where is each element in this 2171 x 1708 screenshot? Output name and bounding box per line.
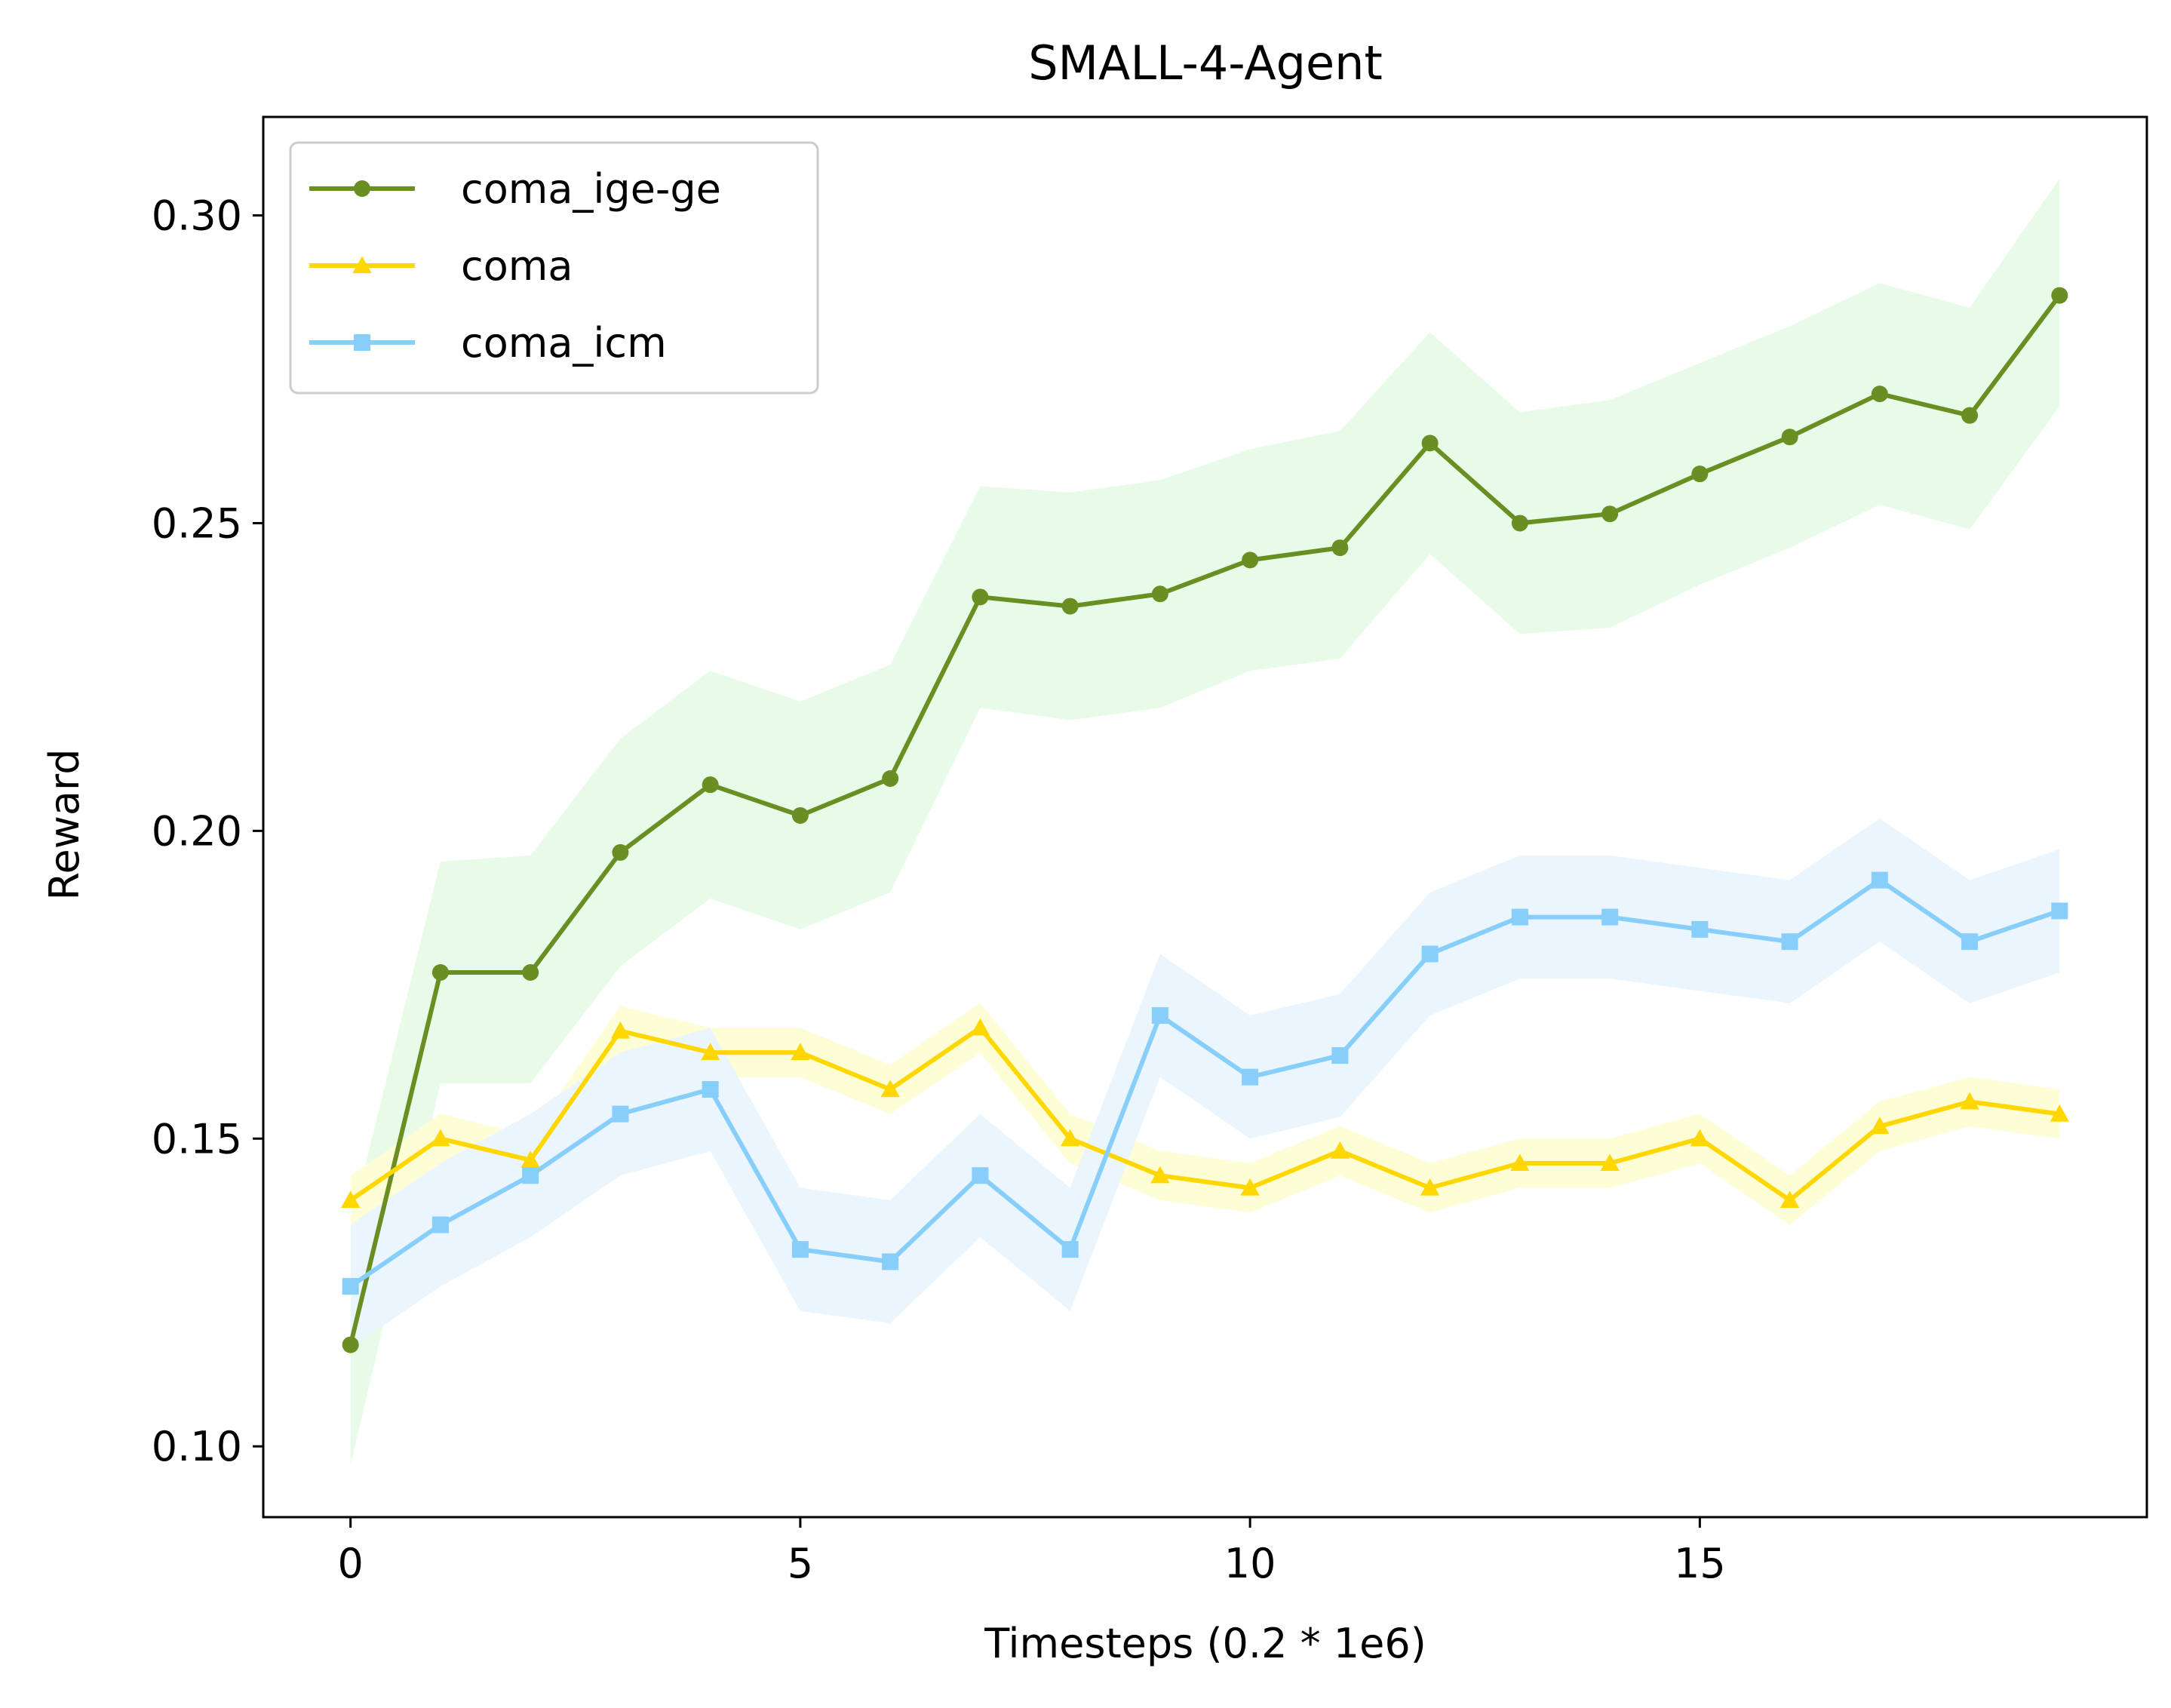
series-line-coma-icm xyxy=(348,877,2062,1289)
y-axis-ticks: 0.10 0.15 0.20 0.25 0.30 xyxy=(152,192,263,1470)
y-tick-label: 0.10 xyxy=(152,1423,242,1470)
legend-label-coma: coma xyxy=(461,242,573,290)
data-point-coma xyxy=(1330,1141,1350,1159)
data-point-coma-ige-ge xyxy=(1242,551,1259,569)
data-point-coma xyxy=(431,1129,450,1147)
legend-label-coma-icm: coma_icm xyxy=(461,319,667,367)
data-point-coma xyxy=(1060,1129,1080,1147)
data-point-coma-icm xyxy=(1061,1241,1079,1258)
series-line-coma-ige-ge xyxy=(348,293,2062,1347)
y-axis-label: Reward xyxy=(41,748,88,900)
x-tick-label: 15 xyxy=(1674,1540,1726,1587)
legend-label-coma-ige-ge: coma_ige-ge xyxy=(461,165,721,213)
data-point-coma xyxy=(1510,1154,1530,1172)
data-point-coma-ige-ge xyxy=(882,770,899,788)
data-point-coma xyxy=(1870,1117,1890,1135)
data-point-coma xyxy=(341,1190,361,1208)
data-point-coma-icm xyxy=(1691,920,1709,938)
x-tick-label: 10 xyxy=(1224,1540,1276,1587)
data-point-coma xyxy=(970,1018,990,1036)
data-point-coma xyxy=(791,1043,810,1061)
data-point-coma xyxy=(1779,1190,1800,1208)
data-point-coma-ige-ge xyxy=(702,776,719,794)
data-point-coma-ige-ge xyxy=(1601,505,1619,523)
data-point-coma-icm xyxy=(522,1167,539,1184)
data-point-coma-ige-ge xyxy=(2051,287,2068,304)
series-lines xyxy=(348,293,2062,1347)
data-point-coma-ige-ge xyxy=(522,963,539,981)
data-point-coma-icm xyxy=(1421,945,1439,963)
x-axis-ticks: 0 5 10 15 xyxy=(337,1517,1726,1587)
legend-box xyxy=(289,141,819,395)
y-tick-label: 0.30 xyxy=(152,192,242,240)
data-point-coma-icm xyxy=(1511,908,1528,926)
data-point-coma-icm xyxy=(1781,933,1798,951)
data-point-coma-ige-ge xyxy=(1421,435,1439,452)
data-point-coma xyxy=(1600,1154,1620,1172)
chart-title: SMALL-4-Agent xyxy=(1028,35,1383,91)
data-point-coma-ige-ge xyxy=(1151,585,1168,603)
data-point-coma xyxy=(2050,1104,2069,1122)
legend-marker-coma-icm xyxy=(354,334,370,351)
data-point-coma-ige-ge xyxy=(1871,386,1888,403)
data-point-coma xyxy=(610,1021,631,1039)
data-point-coma-ige-ge xyxy=(342,1336,359,1353)
data-point-coma-icm xyxy=(1151,1007,1168,1024)
data-point-coma xyxy=(1420,1178,1440,1196)
data-point-coma xyxy=(520,1150,540,1168)
data-point-coma xyxy=(1960,1092,1979,1110)
data-point-coma-icm xyxy=(882,1253,899,1270)
data-point-coma-icm xyxy=(791,1241,809,1258)
data-point-coma xyxy=(700,1043,720,1061)
band-coma-icm xyxy=(350,819,2060,1348)
data-point-coma-icm xyxy=(431,1216,449,1233)
data-point-coma-ige-ge xyxy=(972,588,989,606)
plot-area-frame xyxy=(262,115,2148,1519)
data-point-coma-ige-ge xyxy=(1781,429,1798,446)
data-point-coma-ige-ge xyxy=(1691,465,1709,483)
data-point-coma-ige-ge xyxy=(1511,515,1528,532)
data-point-coma-ige-ge xyxy=(431,963,449,981)
y-tick-label: 0.20 xyxy=(152,807,242,855)
data-point-coma-ige-ge xyxy=(1331,539,1349,557)
x-tick-label: 0 xyxy=(337,1540,363,1587)
data-point-coma-icm xyxy=(1871,871,1888,889)
data-point-coma-icm xyxy=(1242,1068,1259,1086)
x-tick-label: 5 xyxy=(788,1540,813,1587)
y-tick-label: 0.15 xyxy=(152,1115,242,1163)
data-point-coma xyxy=(880,1080,900,1098)
data-point-coma xyxy=(1240,1178,1260,1196)
data-point-coma-ige-ge xyxy=(1061,597,1079,615)
series-markers xyxy=(341,287,2069,1353)
data-point-coma-icm xyxy=(612,1105,629,1123)
data-point-coma-icm xyxy=(972,1167,989,1184)
data-point-coma-ige-ge xyxy=(791,806,809,824)
band-coma-ige-ge xyxy=(350,178,2060,1465)
data-point-coma-icm xyxy=(1601,908,1619,926)
data-point-coma-icm xyxy=(342,1278,359,1295)
data-point-coma-ige-ge xyxy=(612,843,629,861)
confidence-bands xyxy=(350,178,2060,1465)
legend-marker-coma-ige-ge xyxy=(354,180,370,197)
data-point-coma-icm xyxy=(1331,1047,1349,1064)
data-point-coma-icm xyxy=(1961,933,1979,951)
x-axis-label: Timesteps (0.2 * 1e6) xyxy=(984,1620,1426,1667)
data-point-coma-icm xyxy=(702,1081,719,1098)
y-tick-label: 0.25 xyxy=(152,499,242,547)
data-point-coma xyxy=(1150,1166,1170,1184)
band-coma xyxy=(350,1003,2060,1225)
data-point-coma-icm xyxy=(2051,902,2068,920)
series-line-coma xyxy=(348,1025,2062,1203)
data-point-coma-ige-ge xyxy=(1961,407,1979,424)
legend-marker-coma xyxy=(352,256,372,274)
data-point-coma xyxy=(1690,1129,1709,1147)
